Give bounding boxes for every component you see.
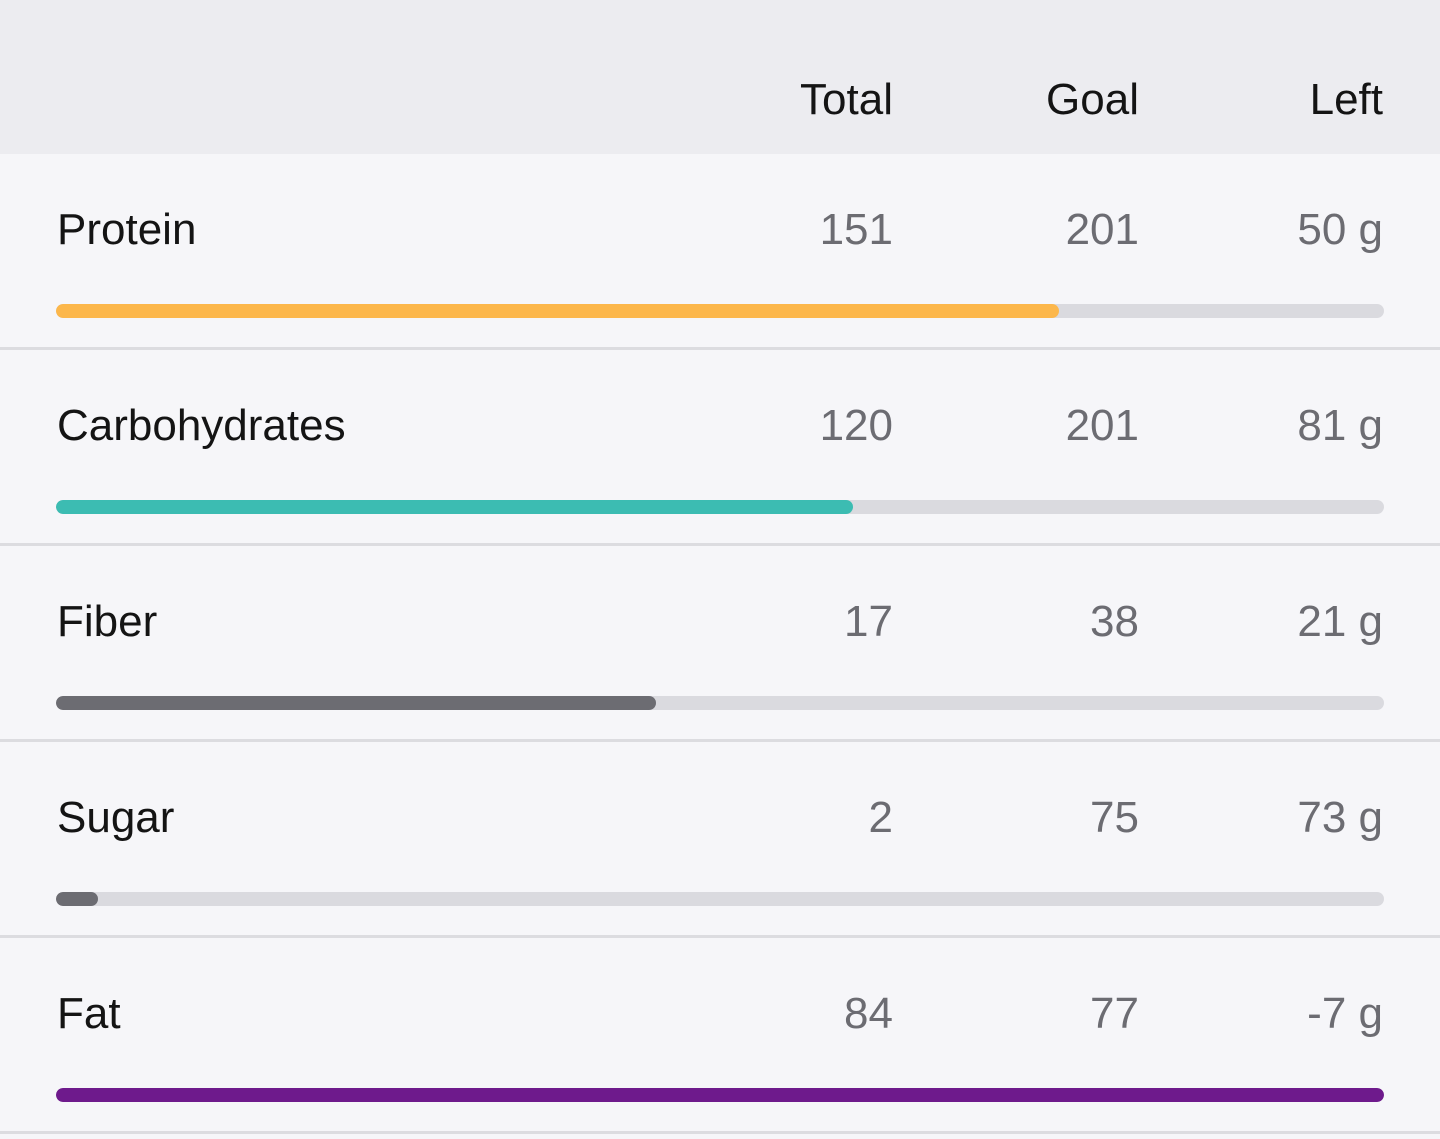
progress-fill [56,1088,1384,1102]
nutrient-left: 50 g [1297,205,1383,254]
nutrient-name: Carbohydrates [57,401,346,450]
nutrient-name: Sugar [57,793,175,842]
nutrient-name: Fat [57,989,121,1038]
progress-fill [56,892,99,906]
nutrient-total: 17 [844,597,893,646]
progress-track [56,304,1384,318]
nutrient-list: Protein 151 201 50 g Carbohydrates 120 2… [0,154,1440,1134]
header-goal: Goal [1046,75,1139,124]
nutrient-goal: 201 [1065,205,1139,254]
nutrient-goal: 201 [1065,401,1139,450]
nutrient-total: 84 [844,989,893,1038]
nutrient-goal: 38 [1090,597,1139,646]
nutrient-total: 120 [819,401,893,450]
nutrient-total: 151 [819,205,893,254]
progress-track [56,892,1384,906]
nutrient-left: 73 g [1297,793,1383,842]
nutrient-left: 21 g [1297,597,1383,646]
nutrient-row-fiber: Fiber 17 38 21 g [0,546,1440,742]
nutrient-row-carbohydrates: Carbohydrates 120 201 81 g [0,350,1440,546]
nutrient-name: Fiber [57,597,158,646]
nutrient-row-sugar: Sugar 2 75 73 g [0,742,1440,938]
nutrient-total: 2 [868,793,893,842]
header-left: Left [1309,75,1383,124]
nutrient-name: Protein [57,205,197,254]
progress-fill [56,696,657,710]
progress-fill [56,500,853,514]
progress-track [56,696,1384,710]
table-header: Total Goal Left [0,0,1440,154]
nutrient-row-protein: Protein 151 201 50 g [0,154,1440,350]
progress-track [56,500,1384,514]
nutrient-left: -7 g [1307,989,1383,1038]
progress-track [56,1088,1384,1102]
progress-fill [56,304,1059,318]
nutrient-left: 81 g [1297,401,1383,450]
nutrient-row-fat: Fat 84 77 -7 g [0,938,1440,1134]
nutrient-goal: 77 [1090,989,1139,1038]
header-total: Total [800,75,893,124]
nutrient-goal: 75 [1090,793,1139,842]
